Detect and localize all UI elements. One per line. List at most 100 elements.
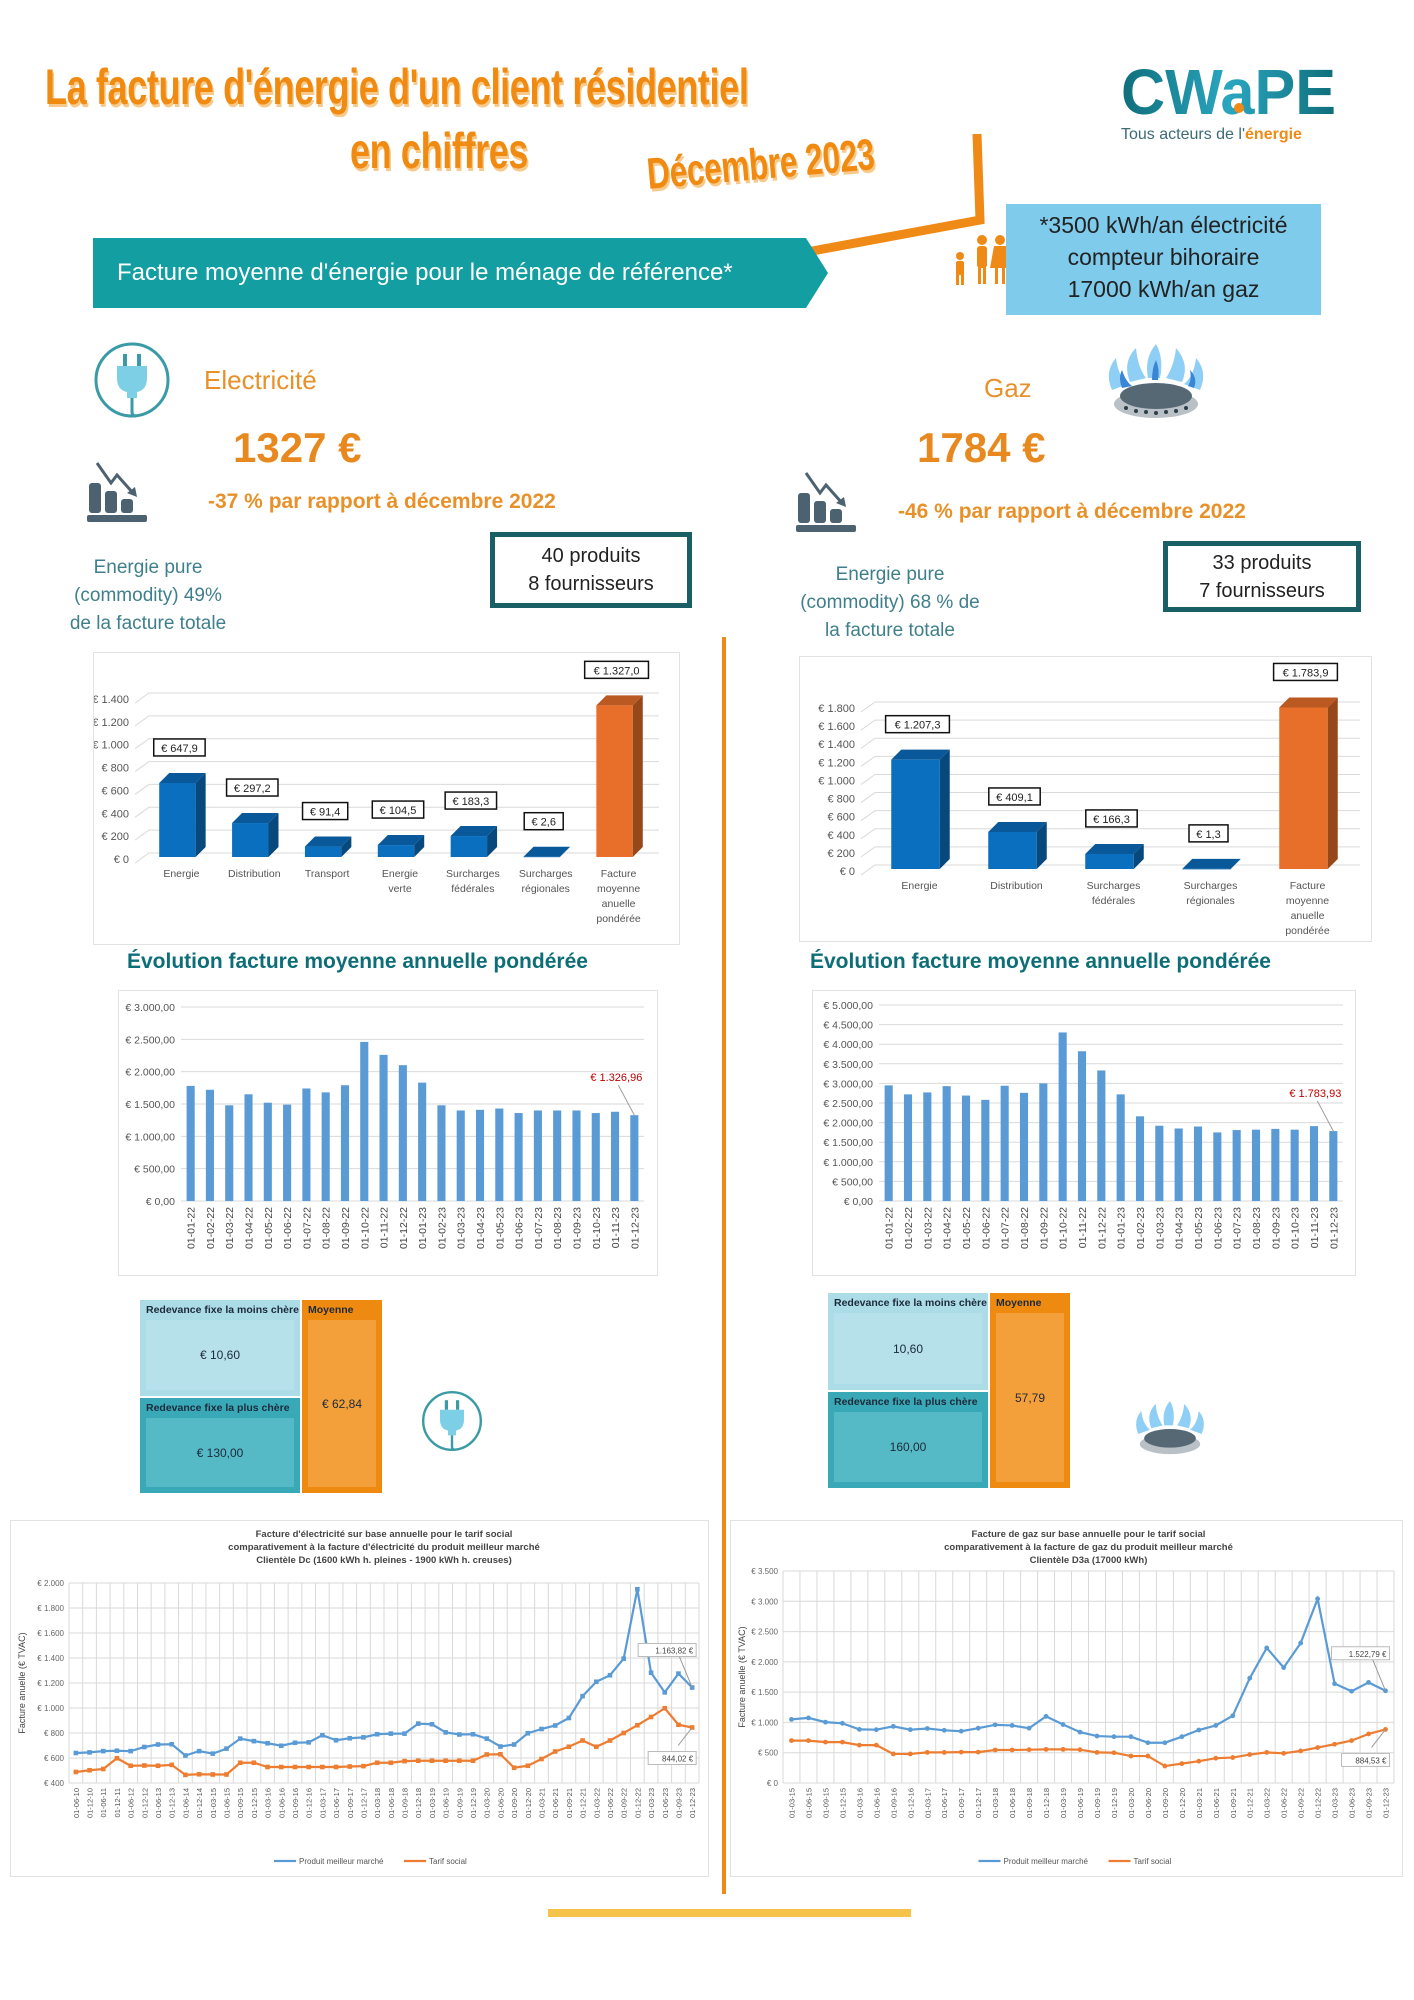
avg-fee-label: Moyenne bbox=[308, 1304, 354, 1316]
y-axis-label: Facture anuelle (€ TVAC) bbox=[17, 1632, 27, 1733]
data-point bbox=[114, 1755, 120, 1761]
max-fee-value: 160,00 bbox=[834, 1412, 982, 1482]
data-point bbox=[1094, 1733, 1100, 1739]
data-label: € 1.207,3 bbox=[895, 720, 941, 732]
data-point bbox=[278, 1764, 284, 1770]
x-tick-label: 01-02-22 bbox=[903, 1207, 915, 1249]
data-point bbox=[1009, 1723, 1015, 1728]
electricity-evolution-title: Évolution facture moyenne annuelle pondé… bbox=[127, 950, 588, 973]
x-tick-label: 01-07-23 bbox=[533, 1207, 545, 1249]
footer-bar bbox=[548, 1909, 911, 1917]
data-point bbox=[498, 1744, 503, 1749]
series-line bbox=[75, 1706, 693, 1776]
y-tick-label: € 800 bbox=[44, 1729, 65, 1738]
data-point bbox=[1298, 1748, 1304, 1754]
x-tick-label: 01-03-22 bbox=[592, 1788, 601, 1818]
y-tick-label: € 1.400 bbox=[818, 739, 855, 751]
gas-label: Gaz bbox=[984, 373, 1032, 403]
y-tick-label: € 2.500 bbox=[751, 1628, 778, 1637]
bar bbox=[981, 1099, 990, 1201]
x-tick-label: Surcharges bbox=[519, 868, 573, 880]
bar-top bbox=[596, 695, 643, 706]
bar bbox=[611, 1111, 620, 1201]
y-tick-label: € 3.500,00 bbox=[823, 1059, 873, 1071]
data-point bbox=[689, 1685, 695, 1690]
bar bbox=[1182, 858, 1241, 870]
data-point bbox=[873, 1727, 879, 1733]
max-fee-cell: Redevance fixe la plus chère 160,00 bbox=[828, 1392, 988, 1488]
electricity-fixed-fee-table: Redevance fixe la moins chère € 10,60 Re… bbox=[140, 1300, 382, 1493]
data-point bbox=[907, 1727, 913, 1733]
chart-title: comparativement à la facture de gaz du p… bbox=[944, 1542, 1233, 1553]
x-tick-label: 01-05-23 bbox=[494, 1207, 506, 1249]
bar bbox=[533, 1110, 542, 1201]
data-point bbox=[1162, 1740, 1168, 1746]
data-point bbox=[1094, 1750, 1100, 1755]
x-tick-label: 01-03-22 bbox=[224, 1207, 236, 1249]
data-label-box bbox=[583, 660, 650, 680]
x-tick-label: 01-08-22 bbox=[1019, 1207, 1031, 1249]
data-point bbox=[806, 1715, 811, 1721]
annotation-leader bbox=[677, 1727, 693, 1746]
x-tick-label: Energie bbox=[901, 880, 937, 892]
data-point bbox=[924, 1726, 930, 1731]
bar-top bbox=[988, 821, 1047, 832]
x-tick-label: 01-03-19 bbox=[1059, 1788, 1068, 1818]
avg-fee-value: € 62,84 bbox=[308, 1320, 376, 1487]
bar-front bbox=[450, 836, 488, 857]
bar-front bbox=[159, 782, 196, 857]
x-tick-label: 01-09-23 bbox=[674, 1788, 683, 1818]
data-point bbox=[1315, 1596, 1321, 1602]
bar-front bbox=[523, 856, 560, 858]
products-count: 40 produits bbox=[541, 545, 641, 567]
bar bbox=[923, 1092, 932, 1201]
x-tick-label: 01-05-22 bbox=[961, 1207, 973, 1249]
x-tick-label: 01-12-15 bbox=[838, 1788, 847, 1818]
data-label: € 1.783,9 bbox=[1283, 667, 1329, 679]
y-tick-label: € 1.000 bbox=[94, 740, 129, 752]
y-tick-label: € 800 bbox=[827, 794, 855, 806]
data-point bbox=[457, 1758, 462, 1764]
data-point bbox=[1298, 1640, 1304, 1646]
bar bbox=[1097, 1070, 1106, 1201]
x-tick-label: pondérée bbox=[1285, 925, 1330, 937]
data-point bbox=[1043, 1713, 1049, 1719]
bar bbox=[553, 1110, 562, 1201]
x-tick-label: 01-12-15 bbox=[250, 1788, 259, 1818]
bar bbox=[225, 1105, 234, 1201]
data-point bbox=[1026, 1725, 1032, 1731]
bar-top bbox=[1279, 697, 1338, 708]
gridline bbox=[134, 761, 659, 772]
avg-fee-cell: Moyenne € 62,84 bbox=[302, 1300, 382, 1493]
data-label: € 297,2 bbox=[234, 783, 271, 795]
y-tick-label: € 1.800 bbox=[37, 1604, 64, 1613]
bar bbox=[456, 1110, 465, 1201]
x-tick-label: 01-06-16 bbox=[872, 1788, 881, 1818]
data-point bbox=[1060, 1746, 1066, 1752]
bar bbox=[232, 813, 279, 857]
y-tick-label: € 4.500,00 bbox=[823, 1020, 873, 1032]
avg-fee-value: 57,79 bbox=[996, 1313, 1064, 1482]
y-tick-label: € 600 bbox=[44, 1754, 65, 1763]
x-tick-label: 01-09-22 bbox=[1297, 1788, 1306, 1818]
gas-breakdown-chart: € 0 € 200 € 400 € 600 € 800 € 1.000 € 1.200 € 1… bbox=[799, 656, 1372, 942]
x-tick-label: 01-03-23 bbox=[456, 1207, 468, 1249]
bar bbox=[514, 1113, 523, 1201]
chart-title: Facture de gaz sur base annuelle pour le… bbox=[972, 1529, 1206, 1540]
x-tick-label: Transport bbox=[305, 868, 350, 880]
x-tick-label: 01-06-18 bbox=[1008, 1788, 1017, 1818]
y-tick-label: € 1.400 bbox=[94, 694, 129, 706]
y-tick-label: € 1.000 bbox=[751, 1718, 778, 1727]
data-point bbox=[388, 1760, 394, 1766]
data-point bbox=[552, 1749, 558, 1754]
gridline bbox=[860, 773, 1360, 785]
x-tick-label: Facture bbox=[601, 868, 637, 880]
gas-evolution-chart: € 0,00 € 500,00 € 1.000,00 € 1.500,00 € 2.00… bbox=[812, 990, 1356, 1276]
x-tick-label: 01-12-23 bbox=[1328, 1207, 1340, 1249]
electricity-delta: -37 % par rapport à décembre 2022 bbox=[208, 490, 556, 513]
x-tick-label: 01-12-23 bbox=[688, 1788, 697, 1818]
x-tick-label: 01-04-23 bbox=[475, 1207, 487, 1249]
chart-title: Clientèle D3a (17000 kWh) bbox=[1030, 1555, 1148, 1566]
y-tick-label: € 0 bbox=[114, 854, 129, 866]
x-tick-label: 01-08-23 bbox=[1251, 1207, 1263, 1249]
